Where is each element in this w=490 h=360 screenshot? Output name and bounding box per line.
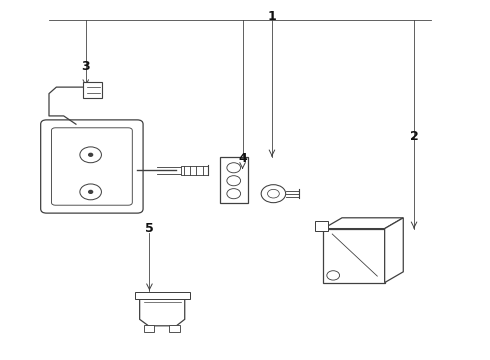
Text: 5: 5 — [145, 222, 154, 235]
Circle shape — [89, 190, 93, 193]
Bar — [135, 292, 190, 299]
Text: 3: 3 — [81, 60, 90, 73]
FancyBboxPatch shape — [41, 120, 143, 213]
Circle shape — [89, 153, 93, 156]
Bar — [220, 157, 248, 203]
Polygon shape — [140, 299, 185, 326]
Bar — [315, 221, 328, 231]
Bar — [169, 325, 180, 332]
Text: 1: 1 — [268, 10, 276, 23]
Bar — [144, 325, 154, 332]
Bar — [83, 82, 102, 98]
Polygon shape — [385, 218, 403, 283]
Polygon shape — [323, 229, 385, 283]
Text: 4: 4 — [238, 152, 247, 165]
FancyBboxPatch shape — [51, 128, 132, 205]
Polygon shape — [323, 218, 403, 229]
Text: 2: 2 — [410, 130, 418, 143]
